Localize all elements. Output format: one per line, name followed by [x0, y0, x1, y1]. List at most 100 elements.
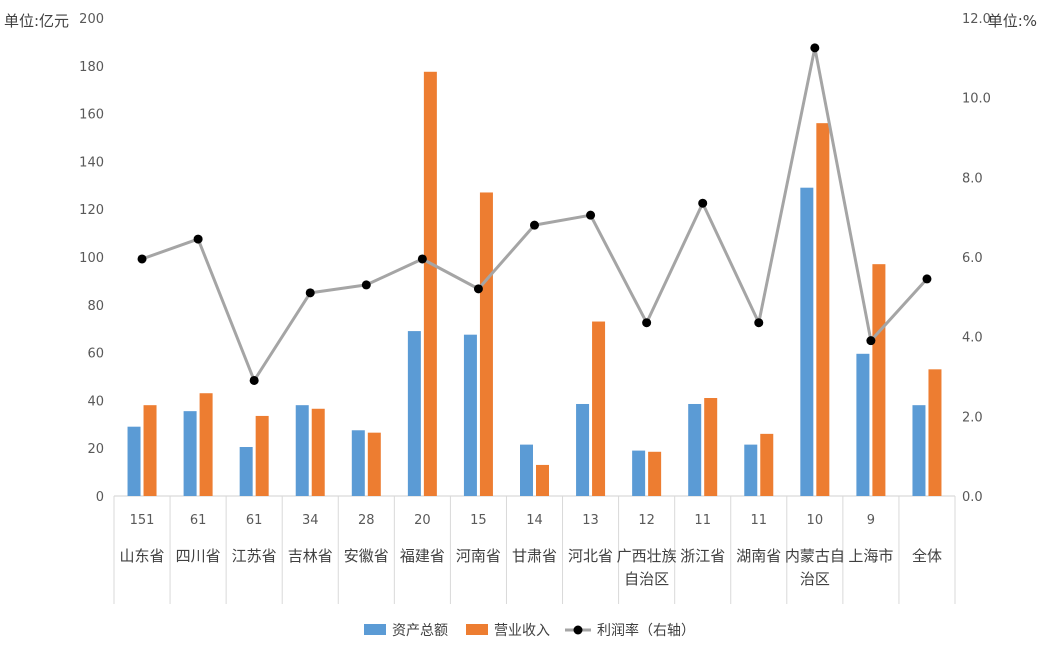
profit-rate-point: [530, 220, 539, 230]
y-right-tick-label: 2.0: [962, 410, 983, 425]
bar-revenue: [367, 432, 381, 496]
labels-layer: 单位:亿元 单位:% 0 20 40 60 80 100 120 140 160 180 200 0.0 2…: [4, 12, 1037, 588]
profit-rate-point: [642, 318, 652, 328]
category-name-label: 河北省: [568, 547, 613, 565]
category-name-label: 安徽省: [344, 547, 389, 565]
category-name-label: 江苏省: [232, 547, 277, 565]
bar-assets: [520, 444, 533, 496]
profit-rate-point: [922, 274, 932, 284]
category-count-label: 11: [694, 513, 711, 528]
bar-assets: [688, 403, 702, 496]
category-count-label: 10: [807, 513, 824, 528]
category-count-label: 13: [582, 513, 599, 528]
bar-revenue: [760, 433, 774, 496]
bar-revenue: [816, 123, 830, 496]
profit-rate-point: [417, 254, 427, 264]
bar-revenue: [199, 393, 213, 496]
category-name-label: 甘肃省: [512, 547, 557, 565]
y-left-tick-label: 0: [96, 490, 104, 505]
profit-rate-point: [810, 43, 820, 53]
category-count-label: 61: [246, 513, 263, 528]
y-right-tick-label: 10.0: [962, 92, 991, 107]
profit-rate-point: [193, 234, 203, 244]
bar-assets: [407, 331, 421, 496]
bar-revenue: [928, 369, 942, 496]
legend-label: 资产总额: [392, 623, 448, 639]
category-name-label: 自治区: [624, 570, 669, 588]
category-name-label: 广西壮族: [617, 547, 677, 565]
legend-swatch-revenue: [466, 624, 488, 635]
y-left-tick-label: 120: [79, 203, 104, 218]
bar-assets: [576, 403, 590, 496]
profit-rate-point: [305, 288, 315, 298]
bar-revenue: [311, 408, 325, 496]
category-count-label: 15: [470, 513, 487, 528]
bar-revenue: [255, 415, 269, 496]
category-count-label: 61: [190, 513, 207, 528]
y-left-tick-label: 160: [79, 108, 104, 123]
bar-assets: [351, 430, 365, 496]
category-count-label: 20: [414, 513, 431, 528]
y-right-tick-label: 6.0: [962, 251, 983, 266]
legend-label: 利润率（右轴）: [597, 622, 695, 639]
category-count-label: 12: [638, 513, 655, 528]
y-right-tick-label: 0.0: [962, 490, 983, 505]
profit-rate-point: [698, 198, 708, 208]
y-left-tick-label: 20: [87, 442, 104, 457]
category-count-label: 14: [526, 513, 543, 528]
line-layer: [137, 43, 932, 385]
bar-revenue: [872, 264, 886, 496]
bar-revenue: [592, 321, 606, 496]
profit-rate-point: [137, 254, 147, 264]
category-count-label: 11: [750, 513, 767, 528]
category-name-label: 湖南省: [736, 547, 781, 565]
legend: 资产总额 营业收入 利润率（右轴）: [364, 622, 695, 639]
category-name-label: 河南省: [456, 547, 501, 565]
category-name-label: 山东省: [120, 547, 165, 565]
y-left-tick-label: 80: [87, 299, 104, 314]
y-left-tick-label: 60: [87, 347, 104, 362]
bar-assets: [912, 405, 926, 496]
category-count-label: 151: [130, 513, 155, 528]
bar-assets: [463, 334, 477, 496]
y-left-unit-label: 单位:亿元: [4, 12, 69, 30]
y-right-unit-label: 单位:%: [988, 12, 1037, 30]
bar-assets: [183, 411, 197, 496]
profit-rate-point: [866, 336, 876, 346]
y-left-tick-label: 100: [79, 251, 104, 266]
category-name-label: 全体: [912, 547, 942, 565]
bar-assets: [800, 187, 814, 496]
category-count-label: 9: [867, 513, 875, 528]
profit-rate-point: [586, 210, 596, 220]
bar-revenue: [479, 192, 493, 496]
profit-rate-point: [473, 284, 483, 294]
bar-assets: [632, 450, 646, 496]
y-left-tick-label: 40: [87, 394, 104, 409]
bar-assets: [127, 426, 141, 496]
category-name-label: 治区: [800, 570, 830, 588]
profit-rate-point: [754, 318, 764, 328]
y-right-tick-label: 4.0: [962, 331, 983, 346]
y-right-tick-label: 12.0: [962, 12, 991, 27]
y-left-tick-label: 200: [79, 12, 104, 27]
profit-rate-point: [249, 375, 259, 385]
bar-assets: [239, 447, 253, 496]
legend-label: 营业收入: [494, 623, 550, 639]
legend-swatch-assets: [364, 624, 386, 635]
category-name-label: 浙江省: [680, 547, 725, 565]
bar-assets: [744, 444, 758, 496]
legend-swatch-marker: [573, 625, 583, 635]
bar-revenue: [536, 464, 549, 496]
bar-revenue: [143, 405, 157, 496]
category-name-label: 内蒙古自: [785, 547, 845, 565]
bar-revenue: [423, 71, 437, 497]
bars-layer: [127, 71, 942, 497]
y-right-tick-label: 8.0: [962, 171, 983, 186]
bar-assets: [295, 405, 309, 496]
bar-assets: [856, 353, 870, 496]
category-name-label: 上海市: [848, 547, 893, 565]
profit-rate-point: [361, 280, 371, 290]
axes-layer: [113, 495, 956, 604]
